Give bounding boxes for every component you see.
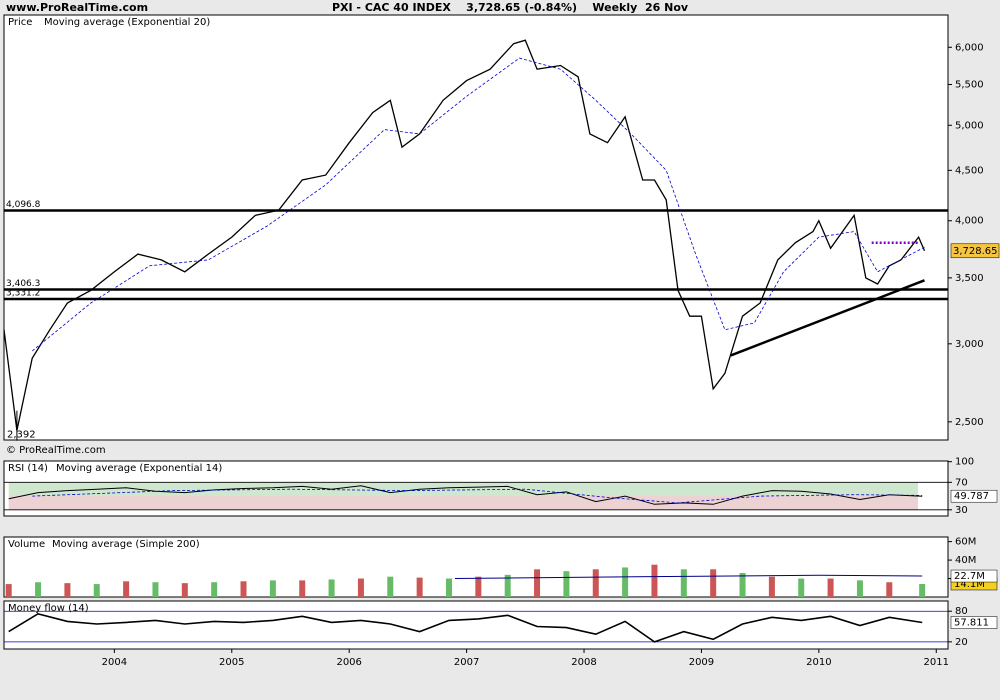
y-tick-label: 3,500 <box>955 273 984 284</box>
last-value-box <box>950 616 998 629</box>
y-tick-label: 30 <box>955 505 968 516</box>
trend-line <box>730 279 925 357</box>
y-tick-label: 3,000 <box>955 339 984 350</box>
volume-bar <box>181 583 188 597</box>
current-price-box <box>950 243 1000 259</box>
series-line <box>3 39 926 431</box>
volume-bar <box>827 578 834 597</box>
level-label: 3,331.2 <box>6 289 40 299</box>
legend-entry: Price <box>8 17 32 28</box>
volume-bar <box>35 582 42 597</box>
last-value-box <box>950 569 998 583</box>
volume-bar <box>856 580 863 597</box>
volume-bar <box>563 571 570 597</box>
last-value-label: 57.811 <box>954 618 989 629</box>
x-tick-label: 2009 <box>689 657 714 668</box>
y-tick-label: 60M <box>955 537 976 548</box>
y-tick-label: 80 <box>955 606 968 617</box>
last-value-label: 22.7M <box>954 571 985 582</box>
moving-average <box>31 57 925 352</box>
volume-bar <box>240 581 247 597</box>
volume-bar <box>534 569 541 597</box>
volume-bar <box>5 584 12 597</box>
volume-bar <box>357 578 364 597</box>
x-tick-label: 2004 <box>102 657 127 668</box>
volume-bar <box>768 576 775 597</box>
level-label: 4,096.8 <box>6 200 41 210</box>
volume-bar <box>739 573 746 597</box>
x-tick-label: 2006 <box>336 657 361 668</box>
volume-bar <box>651 564 658 597</box>
site-name: www.ProRealTime.com <box>6 1 148 14</box>
volume-bar <box>299 580 306 597</box>
y-tick-label: 70 <box>955 477 968 488</box>
legend-entry: Volume <box>8 539 45 550</box>
panel <box>3 600 949 650</box>
y-tick-label: 6,000 <box>955 42 984 53</box>
y-tick-label: 2,500 <box>955 417 984 428</box>
volume-bar <box>211 582 218 597</box>
x-tick-label: 2007 <box>454 657 479 668</box>
y-tick-label: 5,500 <box>955 79 984 90</box>
y-tick-label: 4,500 <box>955 165 984 176</box>
legend-entry: Moving average (Exponential 20) <box>44 17 210 28</box>
last-value-label: 49.787 <box>954 491 989 502</box>
legend-entry: RSI (14) <box>8 463 48 474</box>
volume-bar <box>416 577 423 597</box>
y-tick-label: 4,000 <box>955 216 984 227</box>
series-line <box>8 612 923 643</box>
low-label: 2,392 <box>7 430 36 441</box>
volume-bar <box>622 567 629 597</box>
legend-entry: Moving average (Simple 200) <box>52 539 200 550</box>
last-value-label: 14.1M <box>954 579 985 590</box>
volume-bar <box>680 569 687 597</box>
volume-bar <box>123 581 130 597</box>
volume-bar <box>387 576 394 597</box>
moving-average <box>454 574 923 579</box>
x-tick-label: 2005 <box>219 657 244 668</box>
current-price-label: 3,728.65 <box>953 246 998 257</box>
volume-bar <box>93 584 100 597</box>
chart-title: PXI - CAC 40 INDEX 3,728.65 (-0.84%) Wee… <box>332 1 689 14</box>
volume-bar <box>475 576 482 597</box>
volume-bar <box>710 569 717 597</box>
moving-average <box>32 488 923 504</box>
volume-bar <box>152 582 159 597</box>
volume-bar <box>919 583 926 597</box>
volume-bar <box>269 580 276 597</box>
last-value-box <box>950 489 998 503</box>
x-tick-label: 2008 <box>571 657 596 668</box>
copyright: © ProRealTime.com <box>6 445 106 456</box>
rsi-band-upper <box>8 482 918 497</box>
legend-entry: Moving average (Exponential 14) <box>56 463 222 474</box>
y-tick-label: 20 <box>955 637 968 648</box>
volume-bar <box>798 578 805 597</box>
volume-bar <box>886 582 893 597</box>
y-tick-label: 40M <box>955 555 976 566</box>
level-label: 3,406.3 <box>6 279 40 289</box>
rsi-band-lower <box>8 496 918 510</box>
y-tick-label: 5,000 <box>955 120 984 131</box>
volume-bar <box>504 574 511 597</box>
volume-bar <box>592 569 599 597</box>
y-tick-label: 100 <box>955 457 974 468</box>
x-tick-label: 2010 <box>806 657 831 668</box>
series-line <box>8 485 923 505</box>
panel <box>3 14 949 441</box>
legend-entry: Money flow (14) <box>8 603 89 614</box>
volume-bar <box>64 583 71 597</box>
volume-bar <box>445 578 452 597</box>
volume-bar <box>328 579 335 597</box>
x-tick-label: 2011 <box>924 657 949 668</box>
